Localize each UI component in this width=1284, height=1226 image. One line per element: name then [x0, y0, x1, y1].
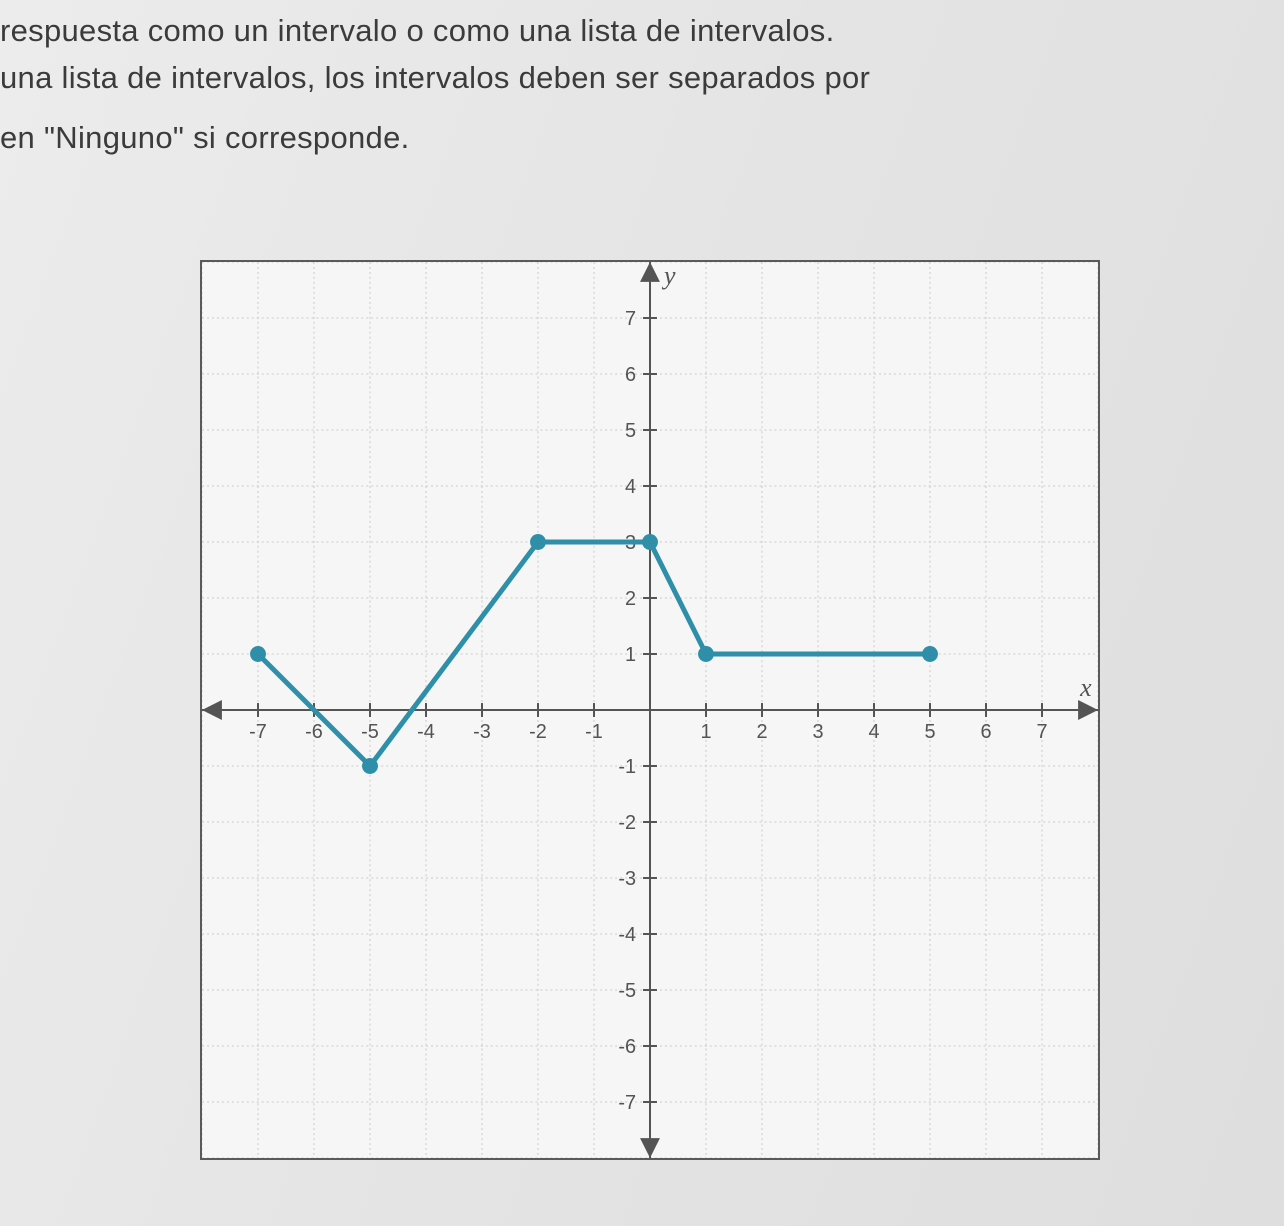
x-tick-label: 5 [924, 721, 935, 743]
y-tick-label: -3 [618, 868, 636, 890]
y-tick-label: -6 [618, 1036, 636, 1058]
y-tick-label: 5 [625, 420, 636, 442]
data-point [362, 758, 378, 774]
y-tick-label: 6 [625, 364, 636, 386]
x-tick-label: 1 [700, 721, 711, 743]
question-line-3: en "Ninguno" si corresponde. [0, 115, 1284, 162]
x-tick-label: 6 [980, 721, 991, 743]
x-tick-label: -7 [249, 721, 267, 743]
y-tick-label: -1 [618, 756, 636, 778]
axis-arrow [640, 1138, 660, 1158]
y-tick-label: 2 [625, 588, 636, 610]
x-tick-label: -1 [585, 721, 603, 743]
question-line-1: respuesta como un intervalo o como una l… [0, 8, 1284, 55]
x-tick-label: 3 [812, 721, 823, 743]
data-point [642, 534, 658, 550]
chart-frame: -7-6-5-4-3-2-11234567-7-6-5-4-3-2-112345… [200, 260, 1100, 1160]
axis-arrow [640, 262, 660, 282]
question-text: respuesta como un intervalo o como una l… [0, 8, 1284, 162]
y-tick-label: 1 [625, 644, 636, 666]
data-point [530, 534, 546, 550]
x-tick-label: -2 [529, 721, 547, 743]
x-tick-label: 7 [1036, 721, 1047, 743]
axis-arrow [202, 700, 222, 720]
axis-arrow [1078, 700, 1098, 720]
x-tick-label: 4 [868, 721, 879, 743]
y-tick-label: -5 [618, 980, 636, 1002]
y-tick-label: -4 [618, 924, 636, 946]
y-axis-label: y [661, 262, 676, 290]
x-tick-label: -5 [361, 721, 379, 743]
x-tick-label: -3 [473, 721, 491, 743]
y-tick-label: -2 [618, 812, 636, 834]
x-axis-label: x [1079, 673, 1092, 702]
data-point [698, 646, 714, 662]
question-line-2: una lista de intervalos, los intervalos … [0, 55, 1284, 102]
y-tick-label: -7 [618, 1092, 636, 1114]
data-point [922, 646, 938, 662]
x-tick-label: 2 [756, 721, 767, 743]
x-tick-label: -6 [305, 721, 323, 743]
x-tick-label: -4 [417, 721, 435, 743]
y-tick-label: 4 [625, 476, 636, 498]
chart-svg: -7-6-5-4-3-2-11234567-7-6-5-4-3-2-112345… [202, 262, 1098, 1158]
y-tick-label: 7 [625, 308, 636, 330]
data-point [250, 646, 266, 662]
